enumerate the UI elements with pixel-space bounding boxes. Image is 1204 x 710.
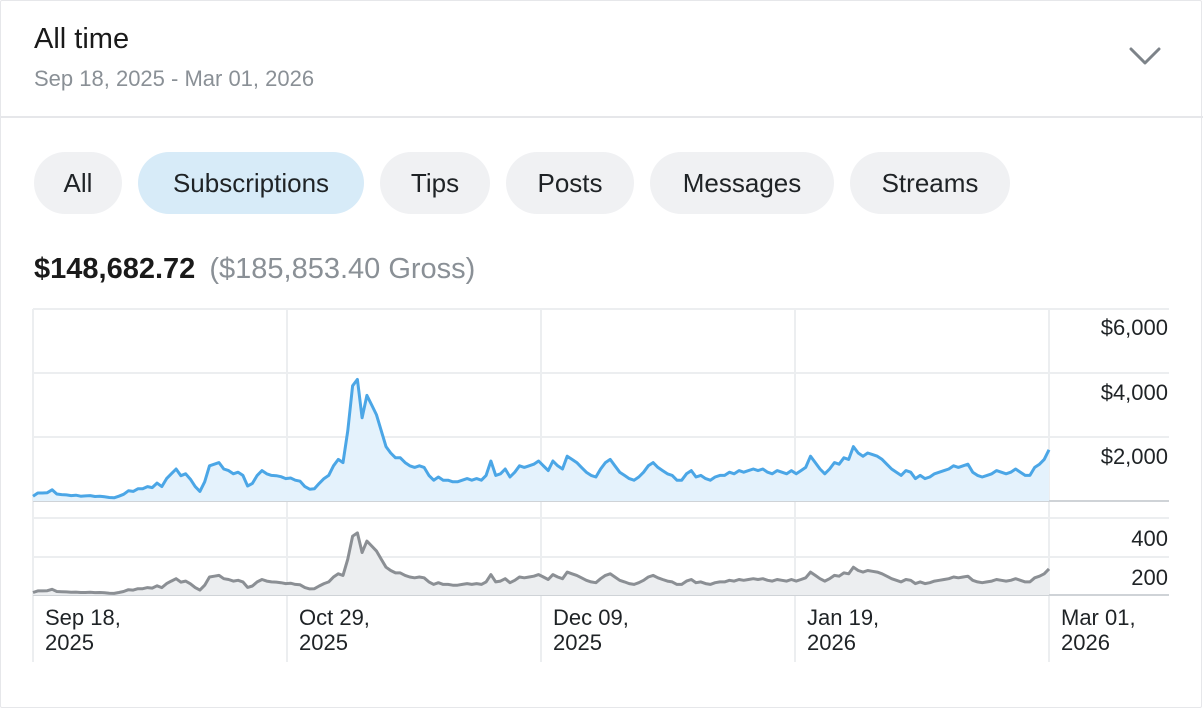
filter-posts-tab[interactable]: Posts [506, 152, 634, 214]
y-tick-label: 400 [1131, 526, 1168, 551]
gross-earnings-value: ($185,853.40 Gross) [209, 253, 476, 285]
x-tick-label: Mar 01, [1061, 605, 1136, 630]
filter-tips-tab[interactable]: Tips [380, 152, 490, 214]
net-earnings-value: $148,682.72 [34, 253, 196, 285]
y-tick-label: 200 [1131, 565, 1168, 590]
filter-all-tab[interactable]: All [34, 152, 122, 214]
earnings-chart: $6,000 $4,000 $2,000 400 200 Sep 18, 202… [32, 308, 1169, 662]
x-tick-label: Oct 29, [299, 605, 370, 630]
earnings-total: $148,682.72 ($185,853.40 Gross) [34, 253, 475, 286]
earnings-line [32, 377, 1051, 500]
filter-streams-tab[interactable]: Streams [850, 152, 1010, 214]
x-tick-label: 2026 [807, 630, 856, 655]
y-tick-label: $2,000 [1101, 444, 1168, 469]
chevron-down-icon[interactable] [1127, 43, 1163, 69]
x-tick-label: 2025 [45, 630, 94, 655]
filter-subscriptions-tab[interactable]: Subscriptions [138, 152, 364, 214]
y-tick-label: $6,000 [1101, 315, 1168, 340]
x-tick-label: Sep 18, [45, 605, 121, 630]
x-tick-label: Jan 19, [807, 605, 879, 630]
x-tick-label: Dec 09, [553, 605, 629, 630]
x-tick-label: 2025 [553, 630, 602, 655]
y-tick-label: $4,000 [1101, 380, 1168, 405]
earnings-area [33, 379, 1049, 501]
x-tick-label: 2026 [1061, 630, 1110, 655]
period-date-range: Sep 18, 2025 - Mar 01, 2026 [34, 66, 315, 91]
period-selector[interactable]: All time Sep 18, 2025 - Mar 01, 2026 [1, 1, 1203, 118]
count-line [32, 531, 1051, 595]
x-tick-label: 2025 [299, 630, 348, 655]
period-title: All time [34, 23, 130, 55]
filter-messages-tab[interactable]: Messages [650, 152, 834, 214]
count-area [33, 532, 1049, 595]
